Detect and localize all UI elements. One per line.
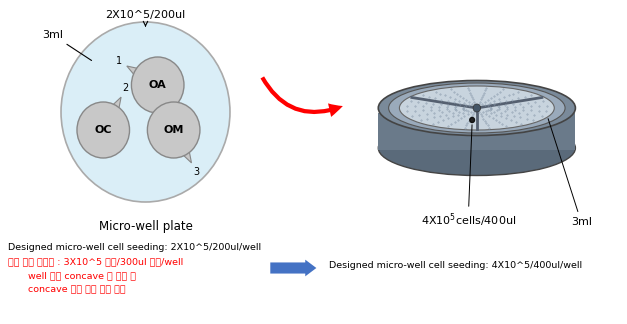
Text: 3ml: 3ml bbox=[42, 30, 92, 61]
Text: Micro-well plate: Micro-well plate bbox=[98, 220, 192, 233]
Text: 3ml: 3ml bbox=[548, 119, 592, 227]
Text: concave 간의 간격 조절 필요: concave 간의 간격 조절 필요 bbox=[28, 285, 126, 294]
Circle shape bbox=[132, 57, 184, 113]
Ellipse shape bbox=[389, 83, 565, 133]
FancyArrowPatch shape bbox=[260, 76, 343, 117]
Circle shape bbox=[61, 22, 230, 202]
Circle shape bbox=[470, 118, 475, 122]
Text: OM: OM bbox=[164, 125, 184, 135]
Text: 2X10^5/200ul: 2X10^5/200ul bbox=[105, 10, 186, 26]
Text: Designed micro-well cell seeding: 4X10^5/400ul/well: Designed micro-well cell seeding: 4X10^5… bbox=[329, 261, 582, 270]
Ellipse shape bbox=[378, 121, 576, 176]
Polygon shape bbox=[127, 66, 141, 78]
Text: 4X10$^5$cells/400ul: 4X10$^5$cells/400ul bbox=[421, 125, 516, 229]
Ellipse shape bbox=[378, 80, 576, 135]
Polygon shape bbox=[378, 113, 576, 150]
Text: OA: OA bbox=[149, 80, 167, 90]
Text: OC: OC bbox=[95, 125, 112, 135]
Circle shape bbox=[77, 102, 130, 158]
Circle shape bbox=[473, 104, 481, 112]
Ellipse shape bbox=[399, 86, 554, 130]
Polygon shape bbox=[110, 97, 121, 112]
Circle shape bbox=[147, 102, 200, 158]
Polygon shape bbox=[181, 147, 191, 163]
Text: 2: 2 bbox=[123, 84, 129, 93]
Text: 1: 1 bbox=[115, 56, 122, 66]
Text: well 안의 concave 수 증가 및: well 안의 concave 수 증가 및 bbox=[28, 271, 136, 280]
FancyArrowPatch shape bbox=[270, 260, 317, 276]
Text: 개선 필요 디자인 : 3X10^5 이상/300ul 이상/well: 개선 필요 디자인 : 3X10^5 이상/300ul 이상/well bbox=[8, 257, 182, 266]
Text: Designed micro-well cell seeding: 2X10^5/200ul/well: Designed micro-well cell seeding: 2X10^5… bbox=[8, 243, 261, 252]
Text: 3: 3 bbox=[193, 167, 199, 177]
